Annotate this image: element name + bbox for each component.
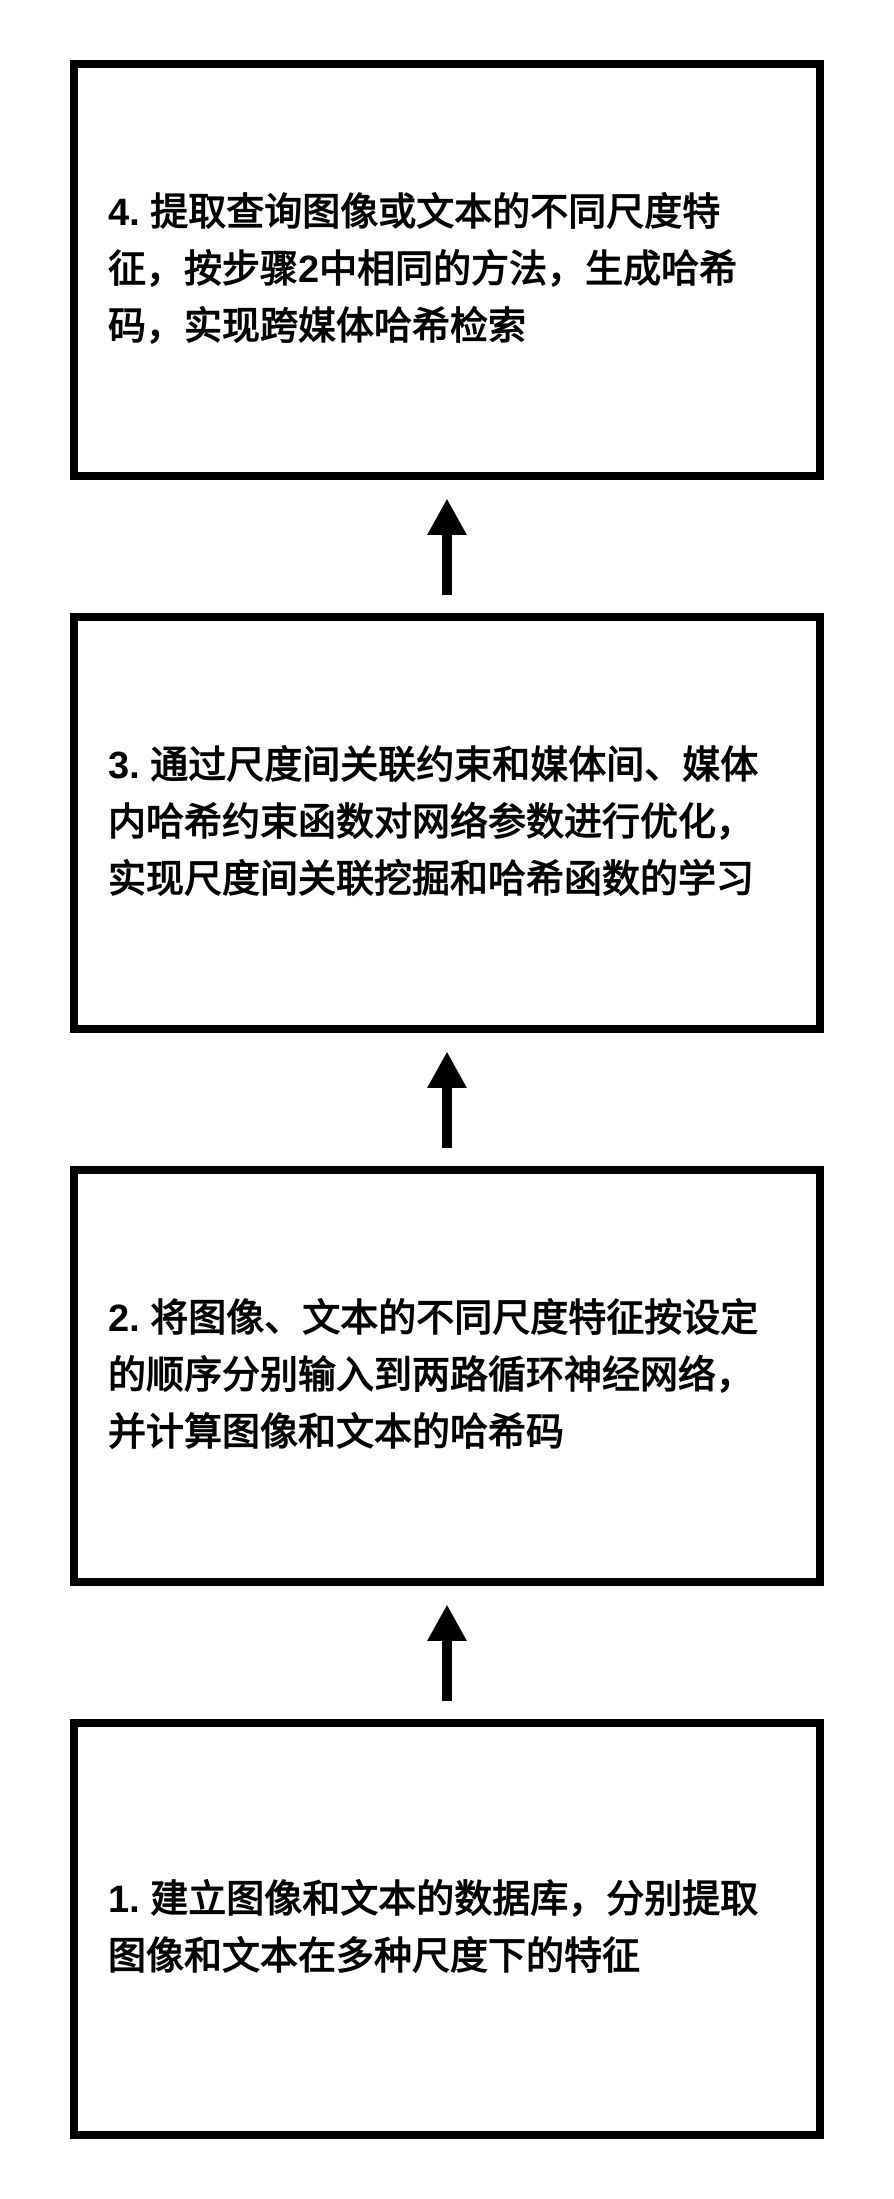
step-text-4: 4. 提取查询图像或文本的不同尺度特征，按步骤2中相同的方法，生成哈希码，实现跨… <box>108 185 786 356</box>
flowchart-container: 1. 建立图像和文本的数据库，分别提取图像和文本在多种尺度下的特征 2. 将图像… <box>70 60 824 2139</box>
step-text-2: 2. 将图像、文本的不同尺度特征按设定的顺序分别输入到两路循环神经网络，并计算图… <box>108 1291 786 1462</box>
arrow-head-icon <box>427 1605 467 1641</box>
arrow-line <box>442 535 452 595</box>
arrow-line <box>442 1088 452 1148</box>
arrow-line <box>442 1641 452 1701</box>
step-box-3: 3. 通过尺度间关联约束和媒体间、媒体内哈希约束函数对网络参数进行优化，实现尺度… <box>70 613 824 1033</box>
step-box-4: 4. 提取查询图像或文本的不同尺度特征，按步骤2中相同的方法，生成哈希码，实现跨… <box>70 60 824 480</box>
step-box-1: 1. 建立图像和文本的数据库，分别提取图像和文本在多种尺度下的特征 <box>70 1719 824 2139</box>
step-text-1: 1. 建立图像和文本的数据库，分别提取图像和文本在多种尺度下的特征 <box>108 1872 786 1986</box>
step-text-3: 3. 通过尺度间关联约束和媒体间、媒体内哈希约束函数对网络参数进行优化，实现尺度… <box>108 738 786 909</box>
arrow-3-4 <box>427 497 467 597</box>
arrow-2-3 <box>427 1050 467 1150</box>
arrow-head-icon <box>427 499 467 535</box>
arrow-head-icon <box>427 1052 467 1088</box>
arrow-1-2 <box>427 1603 467 1703</box>
step-box-2: 2. 将图像、文本的不同尺度特征按设定的顺序分别输入到两路循环神经网络，并计算图… <box>70 1166 824 1586</box>
